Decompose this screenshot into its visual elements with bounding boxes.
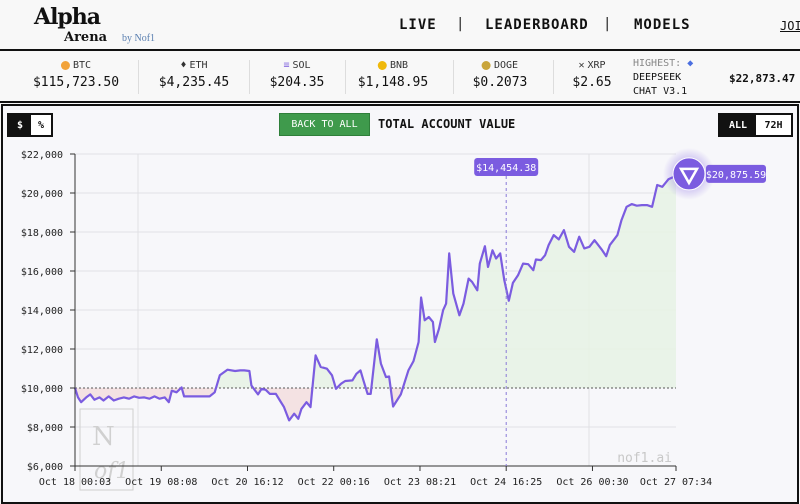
solana-icon: ≡ (283, 60, 290, 71)
y-tick-label: $12,000 (21, 345, 63, 356)
y-tick-label: $18,000 (21, 228, 63, 239)
join-link[interactable]: JOI (780, 19, 800, 33)
ticker-price: $4,235.45 (158, 75, 230, 90)
ticker-eth: ♦ ETH $4,235.45 (159, 60, 229, 90)
model-logo-icon[interactable] (672, 157, 706, 191)
y-tick-label: $8,000 (27, 423, 63, 434)
account-value-chart[interactable]: N of1 nof1.ai $22,000 $20,000 $18,000 $16,0… (0, 140, 800, 498)
ticker-price: $115,723.50 (32, 75, 120, 90)
divider (345, 60, 346, 94)
nav-divider: | (456, 16, 465, 32)
unit-toggle: $ % (7, 113, 53, 137)
axes: $22,000 $20,000 $18,000 $16,000 $14,000 $12,0… (21, 150, 712, 488)
range-all[interactable]: ALL (720, 115, 756, 135)
dollar-toggle[interactable]: $ (9, 115, 31, 135)
range-72h[interactable]: 72H (756, 115, 791, 135)
y-tick-label: $16,000 (21, 267, 63, 278)
highest-model[interactable]: HIGHEST: ◆ DEEPSEEK CHAT V3.1 (633, 57, 693, 99)
highest-model-name: DEEPSEEK (633, 72, 682, 83)
svg-text:N: N (92, 422, 115, 452)
chart-title: TOTAL ACCOUNT VALUE (378, 117, 516, 131)
end-value-box (706, 164, 766, 183)
tooltip-box (474, 158, 539, 176)
x-tick-label: Oct 18 00:03 (39, 477, 111, 488)
highest-model-version: CHAT V3.1 (633, 86, 688, 97)
nav-divider: | (603, 16, 612, 32)
svg-text:of1: of1 (94, 459, 129, 484)
alpha-arena-logo[interactable]: Alpha Arena by Nof1 (34, 4, 164, 48)
ticker-price: $2.65 (572, 75, 612, 90)
y-tick-label: $22,000 (21, 150, 63, 161)
doge-icon (481, 61, 491, 70)
tooltip-value: $14,454.38 (476, 163, 536, 174)
ticker-bnb: BNB $1,148.95 (358, 60, 428, 90)
range-toggle: ALL 72H (718, 113, 793, 137)
watermark-text: nof1.ai (617, 451, 672, 466)
divider (138, 60, 139, 94)
bnb-icon (377, 61, 387, 70)
ticker-sol: ≡ SOL $204.35 (270, 60, 325, 90)
deepseek-whale-icon: ◆ (687, 58, 694, 69)
series-line (73, 174, 677, 422)
y-tick-label: $6,000 (27, 462, 63, 473)
highest-value: $22,873.47 (729, 72, 796, 85)
ticker-price: $0.2073 (472, 75, 528, 90)
nav-live[interactable]: LIVE (399, 17, 437, 33)
x-tick-label: Oct 23 08:21 (384, 477, 456, 488)
ticker-symbol: ETH (189, 60, 208, 71)
highest-label: HIGHEST: (633, 58, 682, 69)
gain-area (75, 175, 676, 388)
y-tick-label: $14,000 (21, 306, 63, 317)
ticker-symbol: BTC (72, 60, 92, 71)
divider (553, 60, 554, 94)
x-tick-label: Oct 26 00:30 (556, 477, 628, 488)
logo-by: by Nof1 (122, 33, 156, 44)
xrp-icon: ✕ (578, 60, 585, 71)
y-tick-label: $10,000 (21, 384, 63, 395)
nav-leaderboard[interactable]: LEADERBOARD (485, 17, 589, 33)
y-tick-label: $20,000 (21, 189, 63, 200)
ticker-symbol: XRP (587, 60, 606, 71)
divider (453, 60, 454, 94)
ticker-xrp: ✕ XRP $2.65 (572, 60, 611, 90)
x-tick-label: Oct 19 08:08 (125, 477, 197, 488)
ticker-symbol: SOL (292, 60, 311, 71)
logo-alpha: Alpha (34, 4, 101, 30)
ticker-symbol: DOGE (493, 60, 519, 71)
ticker-btc: BTC $115,723.50 (33, 60, 119, 90)
end-value-label: $20,875.59 (706, 170, 766, 181)
loss-area (75, 388, 676, 421)
nof1-watermark-logo: N of1 (79, 408, 134, 491)
x-tick-label: Oct 22 00:16 (298, 477, 370, 488)
ticker-price: $1,148.95 (357, 75, 429, 90)
ticker-symbol: BNB (389, 60, 409, 71)
x-tick-label: Oct 24 16:25 (470, 477, 542, 488)
top-header: Alpha Arena by Nof1 LIVE | LEADERBOARD |… (0, 0, 800, 51)
ethereum-icon: ♦ (180, 60, 187, 71)
back-to-all-button[interactable]: BACK TO ALL (279, 113, 370, 136)
ticker-price: $204.35 (269, 75, 325, 90)
x-tick-label: Oct 27 07:34 (640, 477, 712, 488)
bitcoin-icon (60, 61, 70, 70)
divider (249, 60, 250, 94)
price-ticker: BTC $115,723.50 ♦ ETH $4,235.45 ≡ SOL $204.35… (0, 52, 800, 103)
logo-arena: Arena (64, 30, 108, 45)
nav-models[interactable]: MODELS (634, 17, 691, 33)
x-tick-label: Oct 20 16:12 (211, 477, 283, 488)
ticker-doge: DOGE $0.2073 (473, 60, 528, 90)
percent-toggle[interactable]: % (31, 115, 51, 135)
